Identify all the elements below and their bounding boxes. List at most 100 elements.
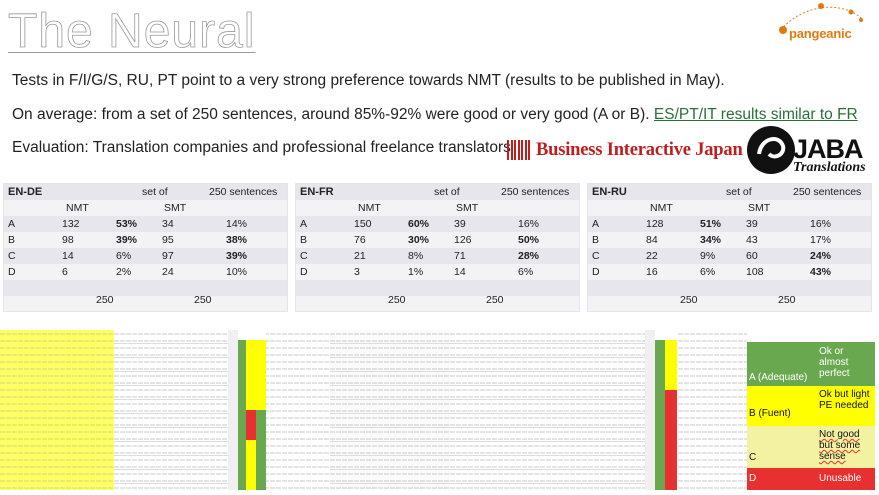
nmt-count: 22: [646, 250, 658, 262]
grade: D: [300, 266, 308, 278]
nmt-pct: 9%: [700, 250, 716, 262]
total-nmt: 250: [388, 294, 406, 306]
finding-line-1: Tests in F/I/G/S, RU, PT point to a very…: [12, 72, 725, 89]
col-smt: SMT: [164, 202, 187, 214]
table-sentences: 250 sentences: [793, 186, 862, 198]
nmt-count: 84: [646, 234, 658, 246]
total-smt: 250: [194, 294, 212, 306]
page-title: The Neural: [8, 5, 256, 58]
nmt-pct: 39%: [116, 234, 138, 246]
col-nmt: NMT: [66, 202, 89, 214]
legend-desc-a-box: [815, 342, 875, 386]
nmt-count: 132: [62, 218, 80, 230]
nmt-pct: 1%: [408, 266, 424, 278]
nmt-pct: 6%: [700, 266, 716, 278]
finding-line-3: Evaluation: Translation companies and pr…: [12, 139, 511, 156]
smt-count: 95: [162, 234, 174, 246]
legend-code-d: D: [749, 473, 757, 484]
smt-pct: 28%: [518, 250, 540, 262]
nmt-count: 14: [62, 250, 74, 262]
table-lang: EN-DE: [8, 186, 43, 198]
table-en-de: EN-DE set of 250 sentences NMT SMT A 132…: [3, 183, 288, 312]
legend-swatch-a: [747, 342, 815, 386]
smt-pct: 17%: [810, 234, 832, 246]
legend-desc-c-box: [815, 426, 875, 468]
legend-swatch-c: [747, 426, 815, 468]
col-nmt: NMT: [358, 202, 381, 214]
legend-desc-a: Ok or almost perfect: [819, 346, 850, 379]
table-set-of: set of: [726, 186, 752, 198]
table-en-fr: EN-FR set of 250 sentences NMT SMT A 150…: [295, 183, 580, 312]
pangeanic-orbit-icon: [779, 3, 863, 34]
nmt-count: 16: [646, 266, 658, 278]
grade: D: [8, 266, 16, 278]
table-lang: EN-FR: [300, 186, 334, 198]
legend-desc-b: Ok but light PE needed: [819, 389, 870, 411]
smt-pct: 16%: [518, 218, 540, 230]
table-lang: EN-RU: [592, 186, 627, 198]
results-similar-link[interactable]: ES/PT/IT results similar to FR: [653, 106, 858, 123]
smt-count: 39: [746, 218, 758, 230]
smt-count: 24: [162, 266, 174, 278]
smt-count: 14: [454, 266, 466, 278]
smt-count: 39: [454, 218, 466, 230]
grade: C: [300, 250, 308, 262]
smt-pct: 10%: [226, 266, 248, 278]
table-set-of: set of: [142, 186, 168, 198]
nmt-pct: 51%: [700, 218, 722, 230]
smt-count: 43: [746, 234, 758, 246]
total-nmt: 250: [96, 294, 114, 306]
legend-code-b: B (Fuent): [749, 408, 791, 419]
jaba-subtitle: Translations: [793, 160, 866, 175]
smt-pct: 14%: [226, 218, 248, 230]
table-en-ru: EN-RU set of 250 sentences NMT SMT A 128…: [587, 183, 872, 312]
legend-desc-d: Unusable: [819, 473, 862, 484]
nmt-pct: 53%: [116, 218, 138, 230]
legend-swatch-d: [747, 468, 815, 490]
smt-pct: 38%: [226, 234, 248, 246]
legend-code-a: A (Adequate): [749, 372, 808, 383]
bij-logo: Business Interactive Japan Inc.: [507, 137, 777, 163]
smt-count: 60: [746, 250, 758, 262]
nmt-pct: 60%: [408, 218, 430, 230]
bij-name: Business Interactive Japan Inc.: [536, 139, 777, 160]
smt-count: 108: [746, 266, 764, 278]
pangeanic-logo: pangeanic: [761, 0, 871, 55]
total-nmt: 250: [680, 294, 698, 306]
nmt-pct: 34%: [700, 234, 722, 246]
nmt-count: 76: [354, 234, 366, 246]
grade: C: [592, 250, 600, 262]
nmt-count: 3: [354, 266, 360, 278]
nmt-pct: 30%: [408, 234, 430, 246]
nmt-count: 150: [354, 218, 372, 230]
spreadsheet-thumbnails-image: [0, 330, 747, 490]
grade: B: [8, 234, 16, 246]
grade: A: [300, 218, 308, 230]
legend-desc-c: Not good but some sense: [819, 429, 861, 462]
jaba-wordmark: JABA: [793, 134, 864, 164]
pangeanic-wordmark: pangeanic: [789, 26, 852, 41]
table-sentences: 250 sentences: [501, 186, 570, 198]
finding-line-2: On average: from a set of 250 sentences,…: [12, 106, 858, 124]
legend-desc-b-box: [815, 386, 875, 426]
nmt-pct: 8%: [408, 250, 424, 262]
nmt-count: 128: [646, 218, 664, 230]
grade: B: [592, 234, 600, 246]
grade: B: [300, 234, 308, 246]
col-smt: SMT: [456, 202, 479, 214]
smt-count: 34: [162, 218, 174, 230]
grade: A: [592, 218, 600, 230]
smt-pct: 39%: [226, 250, 248, 262]
total-smt: 250: [486, 294, 504, 306]
nmt-count: 98: [62, 234, 74, 246]
smt-pct: 43%: [810, 266, 832, 278]
col-smt: SMT: [748, 202, 771, 214]
legend-swatch-b: [747, 386, 815, 426]
evaluation-spreadsheets-strip: [0, 330, 879, 490]
bij-bars-icon: [507, 140, 530, 160]
evaluation-legend: A (Adequate) Ok or almost perfect B (Fue…: [747, 342, 875, 490]
smt-pct: 24%: [810, 250, 832, 262]
nmt-pct: 2%: [116, 266, 132, 278]
nmt-pct: 6%: [116, 250, 132, 262]
smt-count: 97: [162, 250, 174, 262]
